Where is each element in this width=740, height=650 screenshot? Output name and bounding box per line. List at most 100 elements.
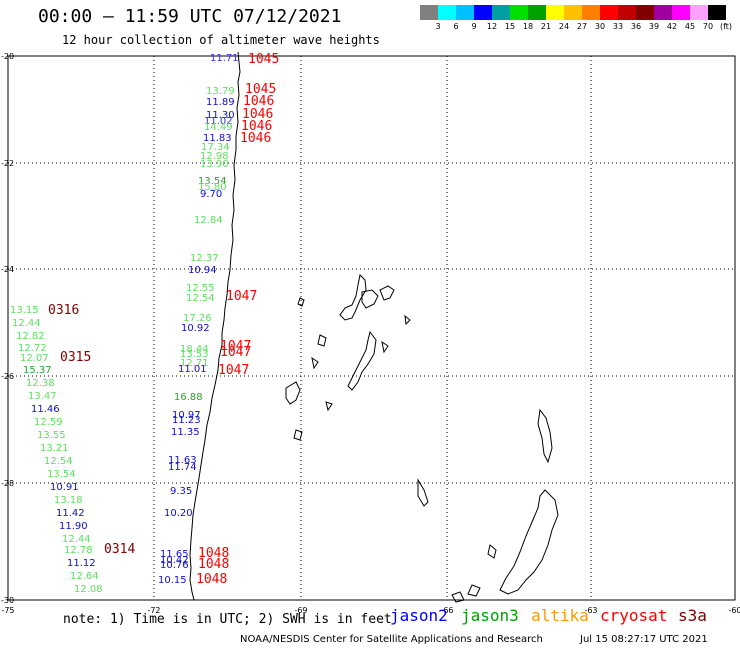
wave-height-value: 11.30 xyxy=(206,110,235,121)
wave-height-value: 12.38 xyxy=(26,378,55,389)
wave-height-value: 11.71 xyxy=(210,53,239,64)
wave-height-value: 11.83 xyxy=(203,133,232,144)
pass-time-label: 1046 xyxy=(240,131,271,146)
island-9 xyxy=(381,340,389,354)
color-scale-label: 36 xyxy=(630,22,642,31)
longitude-tick-label: -75 xyxy=(1,606,14,615)
wave-height-value: 11.89 xyxy=(206,97,235,108)
wave-height-value: 13.21 xyxy=(40,443,69,454)
wave-height-value: 13.54 xyxy=(47,469,76,480)
wave-height-value: 10.20 xyxy=(164,508,193,519)
color-scale-cell xyxy=(510,5,528,20)
color-scale-cell xyxy=(582,5,600,20)
wave-height-value: 16.88 xyxy=(174,392,203,403)
island-8 xyxy=(311,356,319,370)
longitude-tick-label: -60 xyxy=(728,606,740,615)
legend-entry-s3a: s3a xyxy=(678,606,707,625)
color-scale-label: 70 xyxy=(702,22,714,31)
color-scale-cell xyxy=(654,5,672,20)
longitude-tick-label: -66 xyxy=(440,606,453,615)
wave-height-value: 9.70 xyxy=(200,189,222,200)
color-scale-label: 39 xyxy=(648,22,660,31)
color-scale-label: (ft) xyxy=(719,22,733,31)
color-scale-label: 42 xyxy=(666,22,678,31)
map-subtitle: 12 hour collection of altimeter wave hei… xyxy=(62,33,380,47)
wave-height-value: 12.72 xyxy=(18,343,47,354)
legend-entry-jason2: jason2 xyxy=(390,606,448,625)
pass-time-label: 1046 xyxy=(242,107,273,122)
credit-footer: NOAA/NESDIS Center for Satellite Applica… xyxy=(240,634,543,645)
island-2 xyxy=(361,289,379,309)
island-11 xyxy=(537,408,553,464)
wave-height-value: 17.34 xyxy=(201,142,230,153)
wave-height-value: 13.53 xyxy=(180,349,209,360)
island-1 xyxy=(339,273,367,321)
color-scale-bar xyxy=(420,5,726,20)
color-scale-label: 21 xyxy=(540,22,552,31)
pass-time-label: 1047 xyxy=(220,345,251,360)
map-grid xyxy=(8,56,735,600)
wave-height-value: 11.23 xyxy=(172,415,201,426)
wave-height-value: 12.37 xyxy=(190,253,219,264)
legend-entry-altika: altika xyxy=(531,606,589,625)
wave-height-value: 14.49 xyxy=(204,122,233,133)
pass-time-labels: 1045104510461046104610461047104710471047… xyxy=(48,52,279,587)
wave-height-value: 15.80 xyxy=(198,182,227,193)
longitude-tick-label: -69 xyxy=(294,606,307,615)
wave-height-value: 13.55 xyxy=(37,430,66,441)
color-scale-cell xyxy=(420,5,438,20)
island-5 xyxy=(297,297,305,307)
wave-height-value: 12.64 xyxy=(70,571,99,582)
wave-height-value: 15.37 xyxy=(23,365,52,376)
longitude-tick-label: -72 xyxy=(147,606,160,615)
axis-tick-labels: -75 -72 -69 -66 -63 -60 -20 -22 -24 -26 -28 -30 xyxy=(1,52,740,615)
color-scale-cell xyxy=(708,5,726,20)
island-18 xyxy=(451,591,465,603)
pass-time-label: 1047 xyxy=(226,289,257,304)
color-scale-label: 15 xyxy=(504,22,516,31)
map-title: 00:00 – 11:59 UTC 07/12/2021 xyxy=(38,6,342,27)
pass-time-label: 1046 xyxy=(241,119,272,134)
pass-time-label: 1048 xyxy=(198,546,229,561)
color-scale-cell xyxy=(636,5,654,20)
color-scale-label: 9 xyxy=(471,22,477,31)
color-scale-cell xyxy=(600,5,618,20)
pass-time-label: 1045 xyxy=(245,82,276,97)
color-scale-cell xyxy=(492,5,510,20)
wave-height-value: 12.07 xyxy=(20,353,49,364)
wave-height-value: 10.91 xyxy=(50,482,79,493)
color-scale-label: 30 xyxy=(594,22,606,31)
wave-height-value: 18.44 xyxy=(180,344,209,355)
wave-height-value: 11.63 xyxy=(168,455,197,466)
color-scale-labels: 3 6 9 12 15 18 21 24 27 30 33 36 39 42 45 70 (ft) xyxy=(420,22,740,34)
wave-height-value: 10.76 xyxy=(160,560,189,571)
wave-height-value: 11.02 xyxy=(204,116,233,127)
color-scale-cell xyxy=(528,5,546,20)
island-15 xyxy=(499,489,559,595)
pass-time-label: 0314 xyxy=(104,542,135,557)
color-scale-cell xyxy=(618,5,636,20)
wave-height-value: 11.46 xyxy=(31,404,60,415)
color-scale-cell xyxy=(564,5,582,20)
wave-height-value: 10.94 xyxy=(188,265,217,276)
pass-time-label: 1048 xyxy=(196,572,227,587)
wave-height-value: 12.82 xyxy=(16,331,45,342)
color-scale-label: 33 xyxy=(612,22,624,31)
wave-height-value: 13.47 xyxy=(28,391,57,402)
wave-height-value: 11.90 xyxy=(59,521,88,532)
pass-time-label: 1047 xyxy=(220,339,251,354)
pass-time-label: 0315 xyxy=(60,350,91,365)
color-scale-label: 6 xyxy=(453,22,459,31)
pass-time-label: 1045 xyxy=(248,52,279,67)
color-scale-cell xyxy=(546,5,564,20)
timestamp-footer: Jul 15 08:27:17 UTC 2021 xyxy=(580,634,708,645)
latitude-tick-label: -26 xyxy=(1,372,14,381)
wave-height-value: 11.42 xyxy=(56,508,85,519)
wave-height-value: 13.15 xyxy=(10,305,39,316)
wave-height-value: 12.54 xyxy=(186,293,215,304)
latitude-tick-label: -28 xyxy=(1,479,14,488)
color-scale-cell xyxy=(456,5,474,20)
wave-height-value: 12.84 xyxy=(194,215,223,226)
color-scale-cell xyxy=(672,5,690,20)
